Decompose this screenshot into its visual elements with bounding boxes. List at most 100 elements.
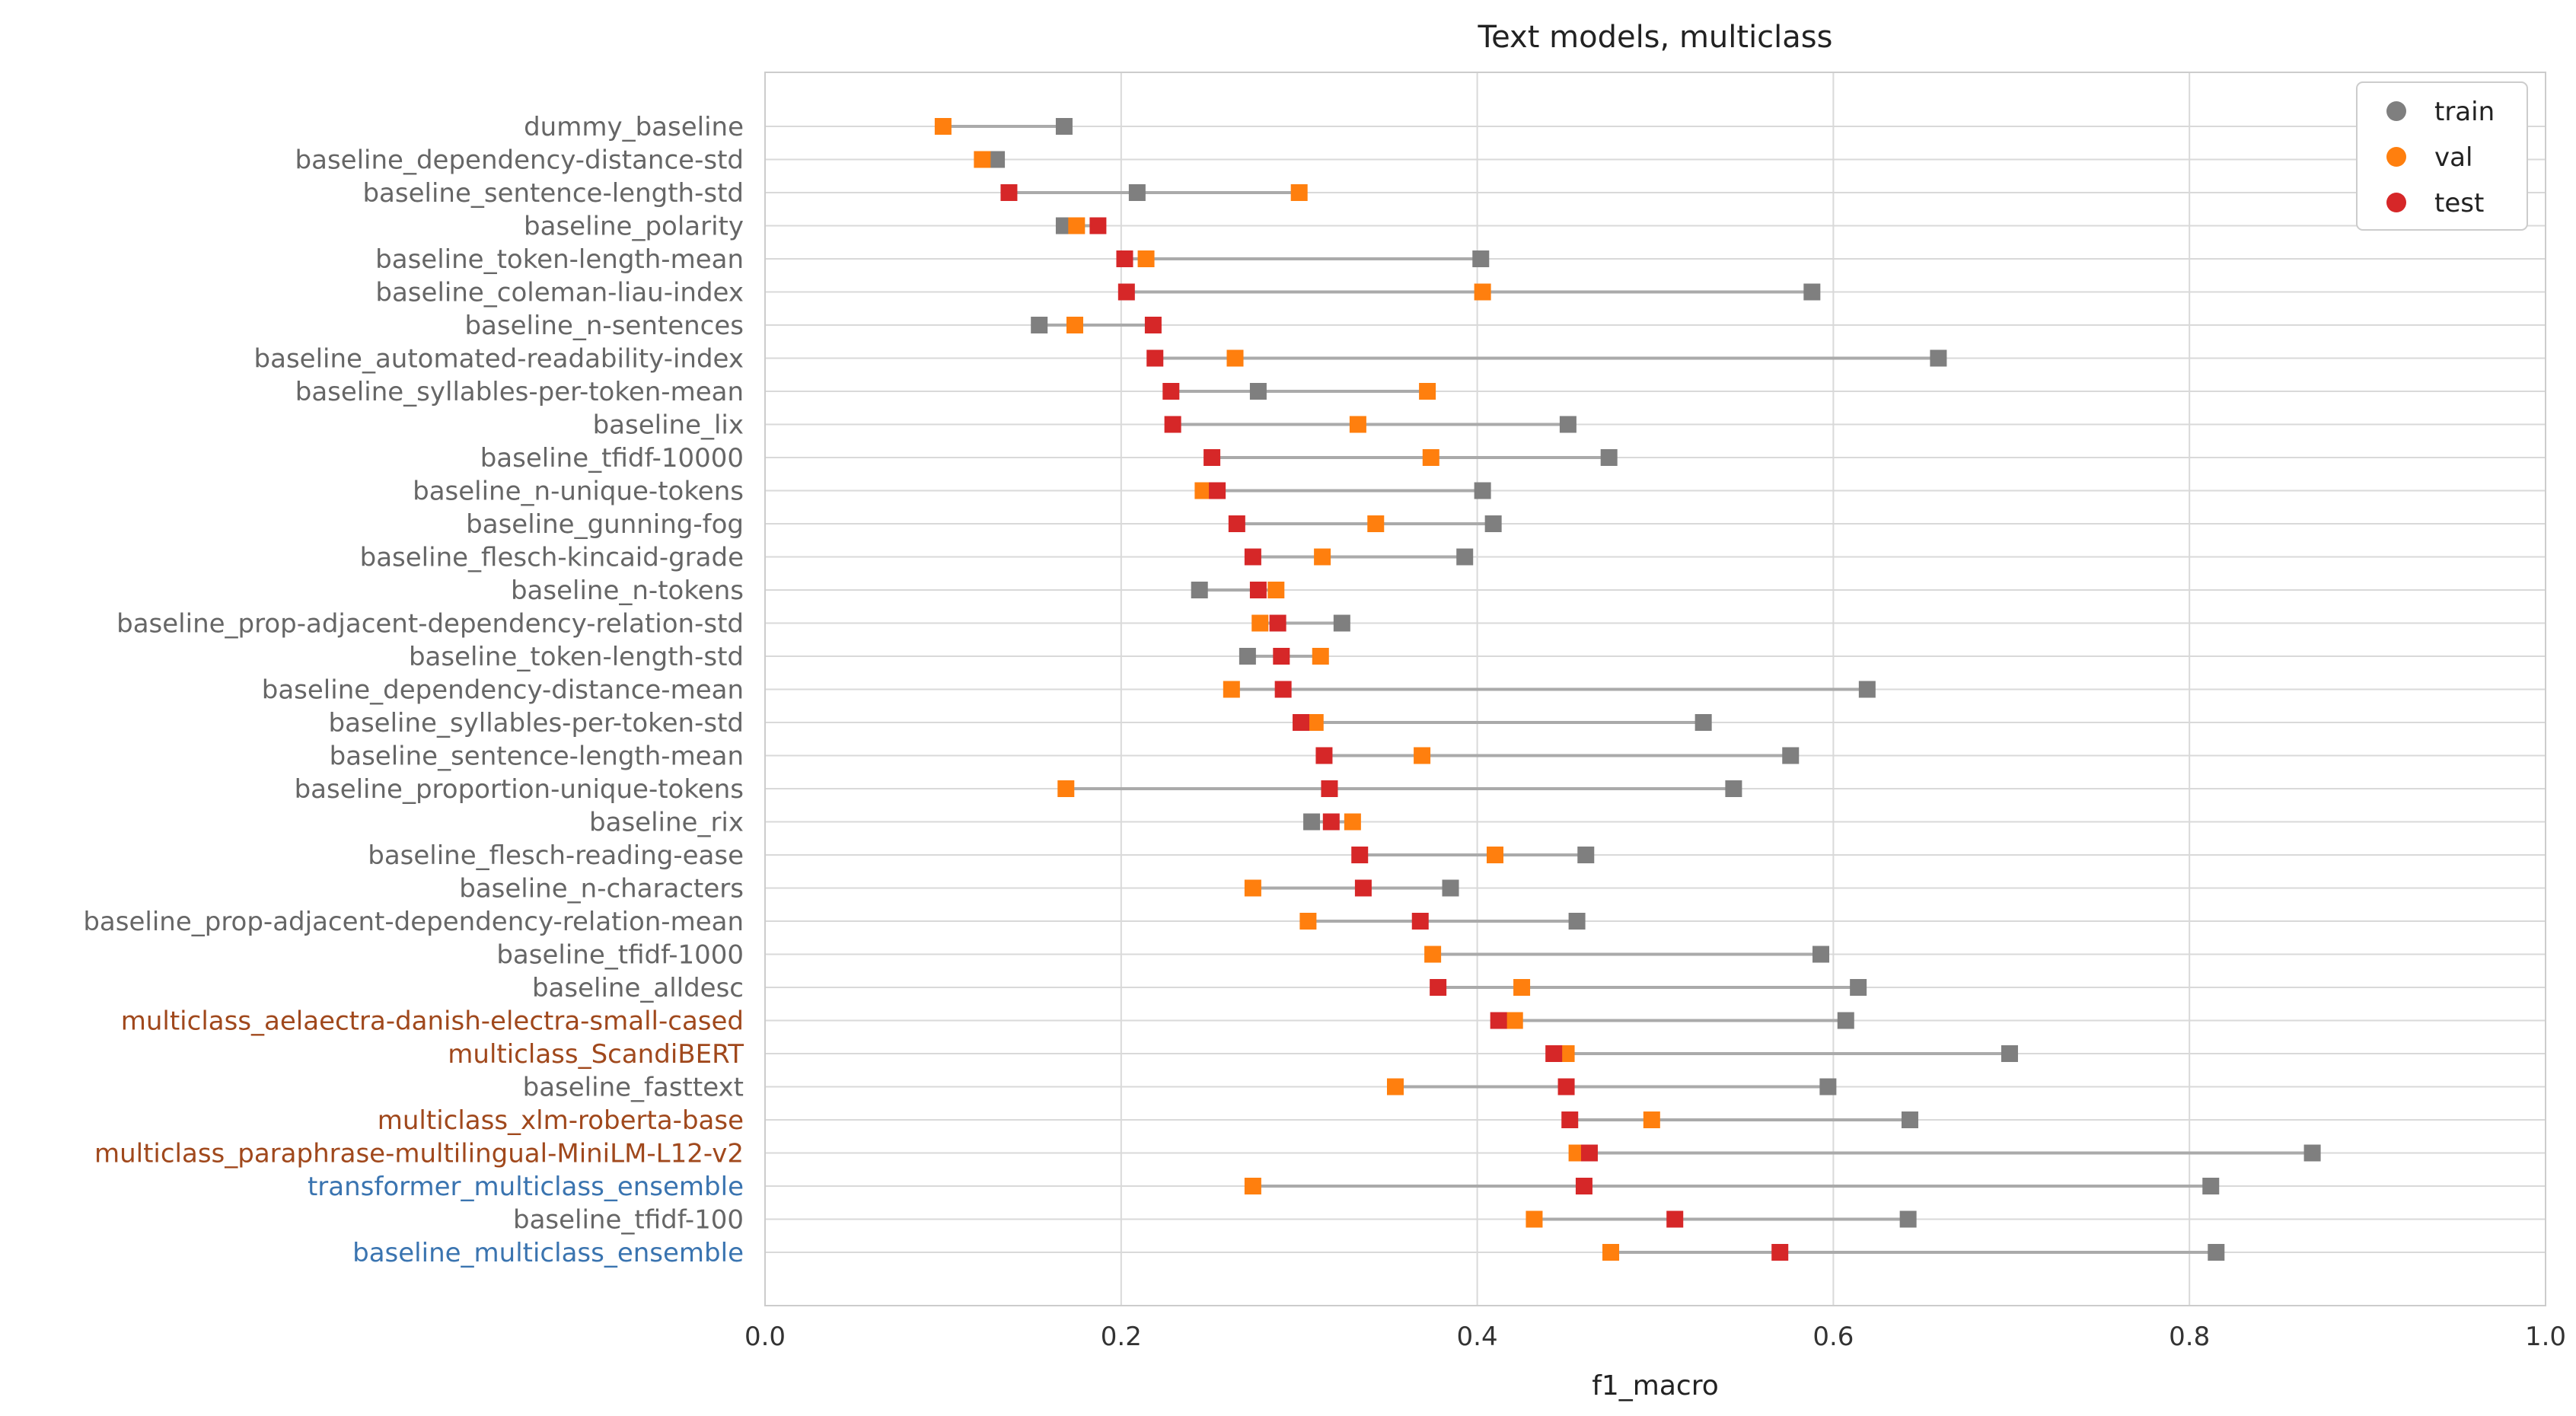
val-legend-label: val xyxy=(2434,142,2472,173)
train-marker xyxy=(1837,1012,1854,1029)
test-marker xyxy=(1164,416,1181,433)
val-marker xyxy=(1267,582,1285,598)
val-marker xyxy=(1244,879,1261,897)
val-marker xyxy=(1312,648,1329,665)
row-label: baseline_alldesc xyxy=(532,973,744,1003)
val-marker xyxy=(1602,1244,1620,1261)
row-label: baseline_coleman-liau-index xyxy=(375,278,744,308)
train-marker xyxy=(1055,118,1073,135)
row-label: multiclass_ScandiBERT xyxy=(448,1039,744,1070)
row-labels: dummy_baselinebaseline_dependency-distan… xyxy=(83,112,744,1268)
test-marker xyxy=(1144,317,1162,333)
val-marker xyxy=(1290,184,1308,201)
val-marker xyxy=(1194,482,1212,499)
test-marker xyxy=(1411,913,1429,930)
row-label: baseline_automated-readability-index xyxy=(254,344,744,375)
row-label: baseline_tfidf-100 xyxy=(513,1205,744,1236)
test-marker xyxy=(1146,349,1164,367)
val-marker xyxy=(1068,217,1086,234)
train-marker xyxy=(2208,1244,2225,1261)
row-label: baseline_n-characters xyxy=(459,874,744,904)
row-label: baseline_syllables-per-token-mean xyxy=(295,377,744,407)
val-marker xyxy=(1367,515,1385,532)
x-tick-label: 0.4 xyxy=(1457,1322,1498,1352)
val-legend-marker xyxy=(2386,147,2406,167)
test-marker xyxy=(1351,847,1369,863)
test-legend-marker xyxy=(2386,193,2406,212)
val-marker xyxy=(934,118,952,135)
train-marker xyxy=(1803,283,1821,301)
train-marker xyxy=(1333,614,1350,632)
val-marker xyxy=(1066,317,1083,333)
row-label: baseline_sentence-length-mean xyxy=(330,741,744,772)
x-axis-label: f1_macro xyxy=(1592,1370,1719,1402)
row-label: baseline_proportion-unique-tokens xyxy=(295,774,744,805)
val-marker xyxy=(1643,1111,1660,1128)
val-marker xyxy=(1422,449,1439,466)
train-marker xyxy=(1559,416,1577,433)
train-marker xyxy=(1901,1111,1918,1128)
train-marker xyxy=(988,151,1006,168)
test-marker xyxy=(1322,813,1340,831)
x-tick-label: 0.6 xyxy=(1812,1322,1854,1352)
train-marker xyxy=(1577,847,1595,863)
markers xyxy=(934,118,2321,1261)
test-marker xyxy=(1089,217,1107,234)
row-label: baseline_lix xyxy=(593,410,744,441)
train-marker xyxy=(1031,317,1048,333)
row-label: baseline_flesch-kincaid-grade xyxy=(360,543,744,573)
train-marker xyxy=(1303,813,1321,831)
row-label: baseline_tfidf-10000 xyxy=(480,443,744,474)
val-marker xyxy=(1223,681,1240,698)
val-marker xyxy=(1387,1078,1404,1095)
train-marker xyxy=(1782,747,1800,764)
val-marker xyxy=(1344,813,1361,831)
train-marker xyxy=(1694,714,1712,731)
row-label: baseline_multiclass_ensemble xyxy=(352,1238,744,1268)
train-marker xyxy=(1191,582,1208,598)
row-label: multiclass_xlm-roberta-base xyxy=(378,1105,744,1136)
test-marker xyxy=(1116,250,1133,267)
test-marker xyxy=(1293,714,1310,731)
test-marker xyxy=(1117,283,1135,301)
test-marker xyxy=(1557,1078,1575,1095)
row-label: baseline_gunning-fog xyxy=(466,509,744,540)
test-marker xyxy=(1228,515,1245,532)
test-marker xyxy=(1666,1210,1684,1228)
train-marker xyxy=(1819,1078,1837,1095)
plot-frame xyxy=(764,72,2546,1306)
val-marker xyxy=(1513,979,1531,996)
row-label: baseline_prop-adjacent-dependency-relati… xyxy=(83,907,744,937)
train-marker xyxy=(1474,482,1491,499)
test-marker xyxy=(1430,979,1447,996)
val-marker xyxy=(1526,1210,1543,1228)
chart-title: Text models, multiclass xyxy=(1478,20,1833,55)
test-marker xyxy=(1771,1244,1789,1261)
train-marker xyxy=(1850,979,1867,996)
train-marker xyxy=(1442,879,1459,897)
val-marker xyxy=(1244,1178,1261,1194)
row-label: baseline_flesch-reading-ease xyxy=(368,840,744,871)
row-label: transformer_multiclass_ensemble xyxy=(308,1172,744,1202)
legend: train val test xyxy=(2356,81,2528,231)
test-marker xyxy=(1269,614,1286,632)
row-label: dummy_baseline xyxy=(524,112,744,142)
test-marker xyxy=(1354,879,1372,897)
row-label: baseline_tfidf-1000 xyxy=(496,940,744,971)
train-marker xyxy=(1249,383,1267,400)
row-label: baseline_n-tokens xyxy=(511,576,744,606)
train-legend-marker xyxy=(2386,101,2406,121)
test-marker xyxy=(1315,747,1333,764)
test-legend-label: test xyxy=(2434,188,2484,218)
train-marker xyxy=(1239,648,1256,665)
train-marker xyxy=(1472,250,1490,267)
row-label: multiclass_aelaectra-danish-electra-smal… xyxy=(121,1006,744,1037)
val-marker xyxy=(1349,416,1366,433)
row-label: baseline_rix xyxy=(589,808,744,838)
train-marker xyxy=(1484,515,1502,532)
row-label: baseline_polarity xyxy=(524,212,744,242)
train-marker xyxy=(2001,1045,2018,1062)
train-marker xyxy=(1456,548,1474,566)
